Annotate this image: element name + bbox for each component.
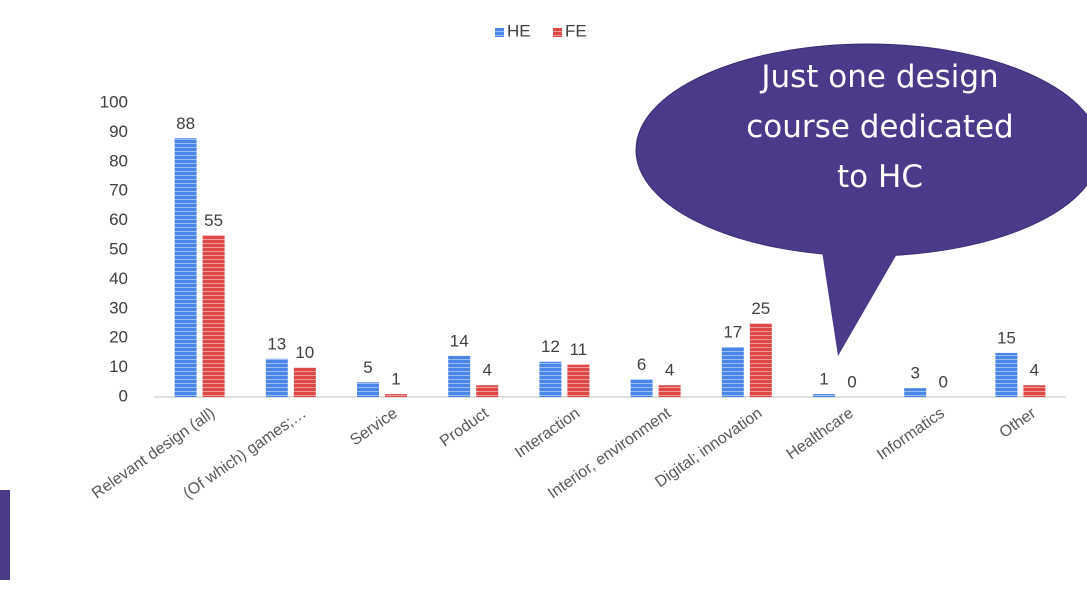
y-tick-label: 10 xyxy=(109,357,128,376)
bar xyxy=(658,385,681,397)
x-tick-label: Service xyxy=(347,405,401,450)
y-tick-label: 40 xyxy=(109,269,128,288)
bar xyxy=(385,394,407,397)
bar xyxy=(567,364,590,397)
y-tick-label: 70 xyxy=(109,181,128,200)
y-tick-label: 50 xyxy=(109,239,128,258)
value-label: 17 xyxy=(723,323,742,342)
x-tick-label: Other xyxy=(997,404,1040,441)
legend-swatch xyxy=(553,28,562,37)
x-tick-label: Interaction xyxy=(512,405,583,462)
bar xyxy=(1023,385,1046,397)
value-label: 88 xyxy=(176,114,195,133)
bar xyxy=(630,379,653,397)
value-label: 4 xyxy=(482,361,491,380)
value-label: 1 xyxy=(391,370,400,389)
x-tick-label: Product xyxy=(437,404,492,450)
bar xyxy=(357,382,379,397)
value-label: 55 xyxy=(204,211,223,230)
bar xyxy=(721,347,744,397)
value-label: 4 xyxy=(1030,361,1039,380)
y-tick-label: 60 xyxy=(109,210,128,229)
y-tick-label: 90 xyxy=(109,122,128,141)
y-tick-label: 20 xyxy=(109,328,128,347)
value-label: 11 xyxy=(570,340,588,359)
bar xyxy=(448,355,471,397)
bar xyxy=(202,235,225,397)
bar xyxy=(265,358,288,397)
value-label: 10 xyxy=(295,343,314,362)
value-label: 1 xyxy=(819,370,828,389)
y-tick-label: 0 xyxy=(119,386,128,405)
callout-text: Just one design course dedicated to HC xyxy=(746,59,1014,195)
value-label: 3 xyxy=(910,364,919,383)
bar xyxy=(293,367,316,397)
x-tick-label: Informatics xyxy=(874,405,948,464)
x-tick-label: Healthcare xyxy=(784,405,857,463)
value-label: 0 xyxy=(847,372,856,391)
y-tick-label: 100 xyxy=(100,92,128,111)
value-label: 0 xyxy=(938,372,947,391)
bar xyxy=(476,385,499,397)
legend-label: HE xyxy=(507,21,531,40)
callout-tail xyxy=(818,225,905,356)
value-label: 13 xyxy=(267,334,286,353)
value-label: 25 xyxy=(751,299,770,318)
bar xyxy=(904,388,927,397)
bar xyxy=(813,394,835,397)
bar xyxy=(174,138,197,397)
value-label: 14 xyxy=(450,331,469,350)
y-tick-label: 30 xyxy=(109,298,128,317)
value-label: 12 xyxy=(541,337,560,356)
value-label: 6 xyxy=(637,355,646,374)
value-label: 5 xyxy=(363,358,372,377)
decoration xyxy=(0,490,10,580)
legend-swatch xyxy=(495,28,504,37)
bar xyxy=(749,323,772,397)
value-label: 15 xyxy=(997,328,1016,347)
y-tick-label: 80 xyxy=(109,151,128,170)
legend-label: FE xyxy=(565,21,587,40)
bar xyxy=(995,352,1018,397)
value-label: 4 xyxy=(665,361,674,380)
bar xyxy=(539,361,562,397)
